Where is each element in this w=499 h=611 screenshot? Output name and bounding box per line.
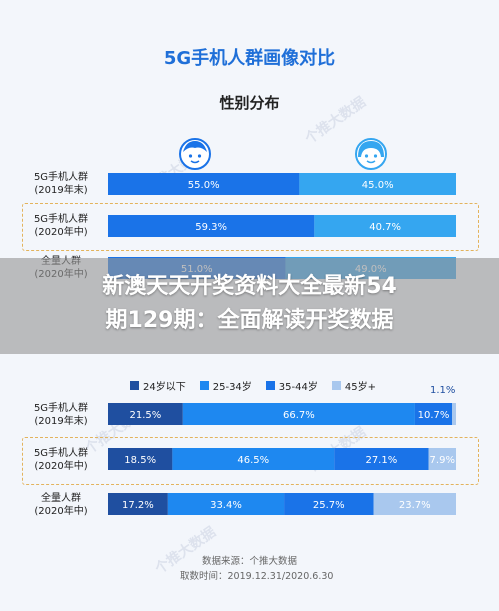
legend-swatch bbox=[199, 381, 209, 390]
age-bar-segment bbox=[428, 448, 456, 470]
age-bar-segment bbox=[284, 493, 374, 515]
age-bar-segment bbox=[108, 448, 173, 470]
gender-value-label: 59.3% bbox=[195, 222, 227, 233]
age-row-label-0: 5G手机人群 (2019年末) bbox=[33, 403, 89, 427]
gender-value-label: 55.0% bbox=[188, 180, 220, 191]
overlay-line: 期129期：全面解读开奖数据 bbox=[105, 308, 394, 333]
legend-label: 24岁以下 bbox=[143, 382, 186, 393]
age-value-label: 27.1% bbox=[365, 455, 397, 466]
age-bar-segment bbox=[108, 493, 168, 515]
gender-bar-segment bbox=[108, 173, 300, 195]
age-value-label: 25.7% bbox=[313, 500, 345, 511]
gender-bar-segment bbox=[314, 215, 456, 237]
age-value-label: 33.4% bbox=[210, 500, 242, 511]
legend-label: 25-34岁 bbox=[212, 382, 252, 393]
legend-item: 45岁+ bbox=[331, 378, 376, 393]
overlay-banner bbox=[0, 258, 499, 354]
gender-row-label-0: 5G手机人群 (2019年末) bbox=[33, 172, 89, 196]
age-value-label: 10.7% bbox=[418, 410, 450, 421]
age-value-label: 46.5% bbox=[237, 455, 269, 466]
legend-item: 25-34岁 bbox=[199, 378, 252, 393]
age-value-label: 66.7% bbox=[283, 410, 315, 421]
data-source: 数据来源：个推大数据 bbox=[202, 556, 298, 567]
legend-swatch bbox=[331, 381, 341, 390]
age-bar-segment bbox=[182, 403, 415, 425]
highlight-box-age bbox=[22, 437, 479, 485]
age-bar-segment bbox=[373, 493, 456, 515]
age-row-label-1: 5G手机人群 (2020年中) bbox=[33, 448, 89, 472]
legend-label: 35-44岁 bbox=[278, 382, 318, 393]
age-value-label: 18.5% bbox=[124, 455, 156, 466]
legend-swatch bbox=[265, 381, 275, 390]
age-bar-segment bbox=[108, 403, 183, 425]
age-value-label: 7.9% bbox=[430, 455, 455, 466]
age-note: 1.1% bbox=[430, 385, 456, 396]
age-bar-segment bbox=[414, 403, 453, 425]
gender-bar-segment bbox=[299, 173, 456, 195]
age-legend: 24岁以下 25-34岁 35-44岁 45岁+ bbox=[130, 378, 376, 393]
overlay-text: 新澳天天开奖资料大全最新54 期129期：全面解读开奖数据 bbox=[0, 270, 499, 338]
highlight-box-gender bbox=[22, 203, 479, 251]
data-period: 取数时间：2019.12.31/2020.6.30 bbox=[180, 571, 334, 582]
female-avatar-icon bbox=[355, 138, 387, 170]
age-row-label-2: 全量人群 (2020年中) bbox=[34, 493, 88, 517]
gender-value-label: 45.0% bbox=[362, 180, 394, 191]
age-bar-segment bbox=[452, 403, 456, 425]
age-value-label: 21.5% bbox=[130, 410, 162, 421]
overlay-line: 新澳天天开奖资料大全最新54 bbox=[102, 274, 397, 299]
age-bar-segment bbox=[334, 448, 429, 470]
age-value-label: 17.2% bbox=[122, 500, 154, 511]
male-avatar-icon bbox=[179, 138, 211, 170]
age-bar-segment bbox=[172, 448, 335, 470]
legend-swatch bbox=[130, 381, 139, 390]
gender-subtitle: 性别分布 bbox=[219, 94, 280, 112]
age-value-label: 23.7% bbox=[399, 500, 431, 511]
age-bar-segment bbox=[167, 493, 285, 515]
legend-item: 24岁以下 bbox=[130, 378, 186, 393]
gender-row-label-1: 5G手机人群 (2020年中) bbox=[33, 214, 89, 238]
legend-item: 35-44岁 bbox=[265, 378, 318, 393]
gender-bar-segment bbox=[108, 215, 315, 237]
gender-value-label: 40.7% bbox=[369, 222, 401, 233]
legend-label: 45岁+ bbox=[344, 382, 376, 393]
page-title: 5G手机人群画像对比 bbox=[163, 48, 336, 69]
